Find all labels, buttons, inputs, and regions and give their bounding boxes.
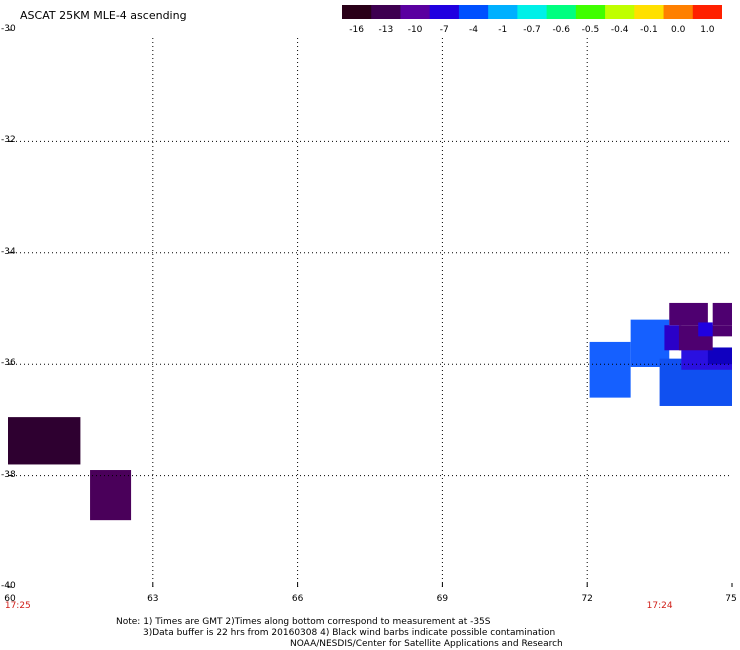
colorbar-segment: [605, 5, 635, 19]
colorbar-label: -7: [439, 25, 449, 35]
colorbar-segment: [488, 5, 518, 19]
colorbar-segment: [458, 5, 489, 19]
latitude-label: -38: [1, 469, 16, 480]
colorbar-label: -1: [498, 25, 508, 35]
colorbar-segment: [634, 5, 665, 19]
time-label-right: 17:24: [646, 601, 673, 611]
longitude-label: 75: [725, 594, 737, 604]
colorbar-segment: [692, 5, 722, 19]
colorbar-label: -10: [407, 25, 423, 35]
colorbar-segment: [517, 5, 548, 19]
colorbar-label: -0.4: [610, 25, 629, 35]
data-cell: [664, 325, 682, 351]
colorbar-segment: [400, 5, 431, 19]
note-line-2: 3)Data buffer is 22 hrs from 20160308 4)…: [143, 628, 556, 638]
data-cell: [8, 417, 81, 465]
colorbar: [342, 5, 722, 19]
longitude-label: 63: [147, 594, 159, 604]
colorbar-label: -4: [469, 25, 479, 35]
colorbar-segment: [663, 5, 694, 19]
colorbar-label: -0.7: [523, 25, 541, 35]
colorbar-segment: [546, 5, 577, 19]
latitude-label: -40: [1, 581, 16, 591]
colorbar-label: -0.1: [640, 25, 658, 35]
colorbar-label: -13: [378, 25, 394, 35]
latitude-label: -30: [1, 24, 16, 34]
data-cell: [669, 302, 708, 326]
colorbar-segment: [575, 5, 606, 19]
colorbar-segment: [371, 5, 401, 19]
colorbar-segment: [342, 5, 372, 19]
latitude-label: -32: [1, 135, 16, 146]
data-cell: [712, 302, 732, 326]
data-cell: [589, 341, 631, 398]
longitude-label: 60: [4, 594, 16, 604]
data-cell: [707, 325, 732, 337]
longitude-label: 69: [436, 594, 449, 604]
data-cell: [90, 470, 132, 521]
colorbar-label: 0.0: [670, 25, 686, 35]
data-cell: [707, 347, 732, 365]
colorbar-label: -0.6: [552, 25, 570, 35]
colorbar-label: -0.5: [581, 25, 600, 35]
data-cell: [698, 322, 713, 337]
colorbar-label: 1.0: [700, 25, 715, 35]
map-title: ASCAT 25KM MLE-4 ascending: [20, 9, 187, 22]
longitude-label: 72: [581, 594, 593, 604]
colorbar-label: -16: [349, 25, 364, 35]
time-label-left: 17:25: [4, 601, 31, 611]
longitude-label: 66: [291, 594, 304, 604]
latitude-label: -34: [1, 246, 16, 257]
colorbar-segment: [429, 5, 460, 19]
note-line-1: Note: 1) Times are GMT 2)Times along bot…: [116, 617, 491, 627]
latitude-label: -36: [1, 358, 16, 369]
note-line-3: NOAA/NESDIS/Center for Satellite Applica…: [290, 639, 563, 649]
